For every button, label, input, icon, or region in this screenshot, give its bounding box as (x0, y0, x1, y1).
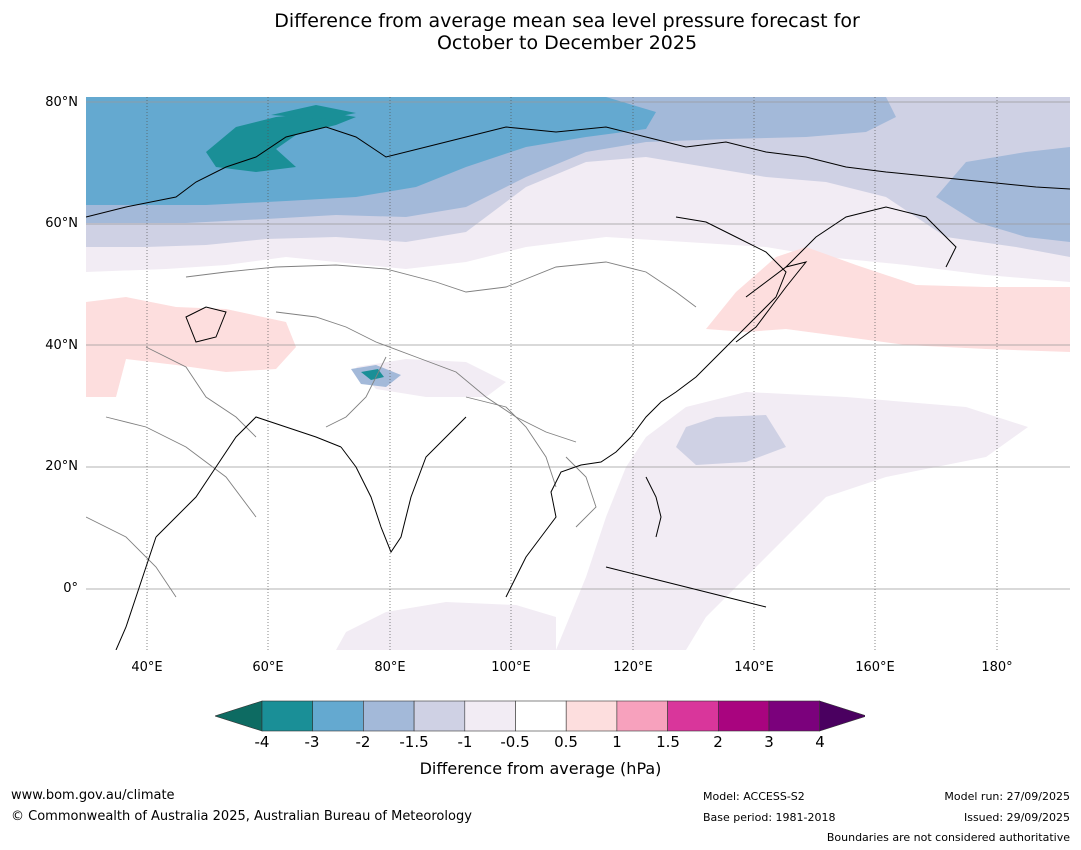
coast-india (340, 416, 467, 554)
footer-copyright: © Commonwealth of Australia 2025, Austra… (11, 809, 472, 824)
colorbar-bin (768, 700, 821, 732)
coast-philippines (645, 476, 662, 538)
anomaly-band-lightblue-east (936, 147, 1070, 242)
lon-tick-100e: 100°E (491, 660, 531, 675)
lat-tick-equator: 0° (63, 581, 78, 596)
lon-tick-160e: 160°E (855, 660, 895, 675)
colorbar-tick: -1 (457, 733, 473, 751)
coast-east-asia (630, 216, 787, 438)
country-boundaries (86, 261, 697, 598)
coastlines (86, 126, 1070, 650)
colorbar-bin (616, 700, 668, 732)
coast-japan (735, 261, 808, 343)
colorbar-bin (261, 700, 314, 732)
coast-africa-east (115, 536, 157, 650)
anomaly-blue-philippine-sea (676, 415, 786, 465)
colorbar-bin (363, 700, 415, 732)
colorbar-tick: 3 (764, 733, 774, 751)
colorbar-tick: -1.5 (399, 733, 429, 751)
footer-model-run: Model run: 27/09/2025 (944, 790, 1070, 803)
border-myanmar (465, 396, 557, 488)
lat-tick-40n: 40°N (45, 338, 78, 353)
colorbar-tick: 1.5 (656, 733, 680, 751)
colorbar-bin (565, 700, 618, 732)
lon-tick-40e: 40°E (131, 660, 163, 675)
map-panel (86, 97, 1070, 650)
border-africa (86, 516, 177, 598)
map-gridlines (86, 101, 1070, 590)
title-line-2: October to December 2025 (436, 32, 698, 54)
border-iran (145, 346, 257, 438)
colorbar-tick: 4 (815, 733, 825, 751)
colorbar-tick: 2 (713, 733, 723, 751)
coast-caspian (185, 306, 227, 343)
title-line-1: Difference from average mean sea level p… (274, 10, 860, 32)
lon-tick-120e: 120°E (613, 660, 653, 675)
footer-base-period: Base period: 1981-2018 (703, 811, 836, 824)
colorbar (215, 700, 865, 732)
anomaly-core-teal-upper (271, 105, 356, 119)
lon-tick-60e: 60°E (252, 660, 284, 675)
anomaly-lavender-tibet (356, 359, 506, 397)
colorbar-bin (312, 700, 364, 732)
footer-website-link[interactable]: www.bom.gov.au/climate (11, 788, 175, 803)
footer-issued: Issued: 29/09/2025 (963, 811, 1070, 824)
anomaly-lavender-west-pacific (556, 392, 1028, 650)
anomaly-core-teal-barents (206, 112, 356, 172)
map-meridians (146, 97, 998, 650)
anomaly-lavender-indian-ocean (336, 602, 556, 650)
border-pakistan (325, 356, 387, 428)
footer-model: Model: ACCESS-S2 (703, 790, 805, 803)
lon-tick-80e: 80°E (374, 660, 406, 675)
colorbar-tick: -0.5 (500, 733, 530, 751)
lon-tick-140e: 140°E (734, 660, 774, 675)
colorbar-tick: -2 (355, 733, 371, 751)
colorbar-tick: -4 (254, 733, 270, 751)
lon-tick-180: 180° (981, 660, 1013, 675)
footer-disclaimer: Boundaries are not considered authoritat… (826, 831, 1070, 844)
coast-kamchatka (785, 206, 957, 268)
anomaly-pink-caspian (86, 297, 296, 397)
coast-indonesia (605, 566, 767, 608)
coast-arabia (155, 416, 342, 538)
anomaly-band-blue-north (86, 97, 656, 205)
colorbar-tick: 0.5 (554, 733, 578, 751)
colorbar-bin (413, 700, 466, 732)
map-svg (86, 97, 1070, 650)
colorbar-label: Difference from average (hPa) (419, 759, 662, 778)
border-china-west (275, 311, 577, 443)
coast-arctic (86, 126, 1070, 218)
colorbar-bin (464, 700, 516, 732)
colorbar-tick: -3 (304, 733, 320, 751)
lat-tick-20n: 20°N (45, 459, 78, 474)
border-arabia (105, 416, 257, 518)
lat-tick-60n: 60°N (45, 216, 78, 231)
colorbar-bin (667, 700, 719, 732)
colorbar-extend-above (819, 700, 865, 732)
colorbar-extend-below (215, 700, 263, 732)
coast-south-china (505, 436, 632, 598)
colorbar-tick: 1 (612, 733, 622, 751)
lat-tick-80n: 80°N (45, 95, 78, 110)
colorbar-bin (717, 700, 770, 732)
colorbar-bin (515, 700, 567, 732)
map-title: Difference from average mean sea level p… (0, 10, 1081, 54)
border-russia-south (185, 261, 697, 308)
